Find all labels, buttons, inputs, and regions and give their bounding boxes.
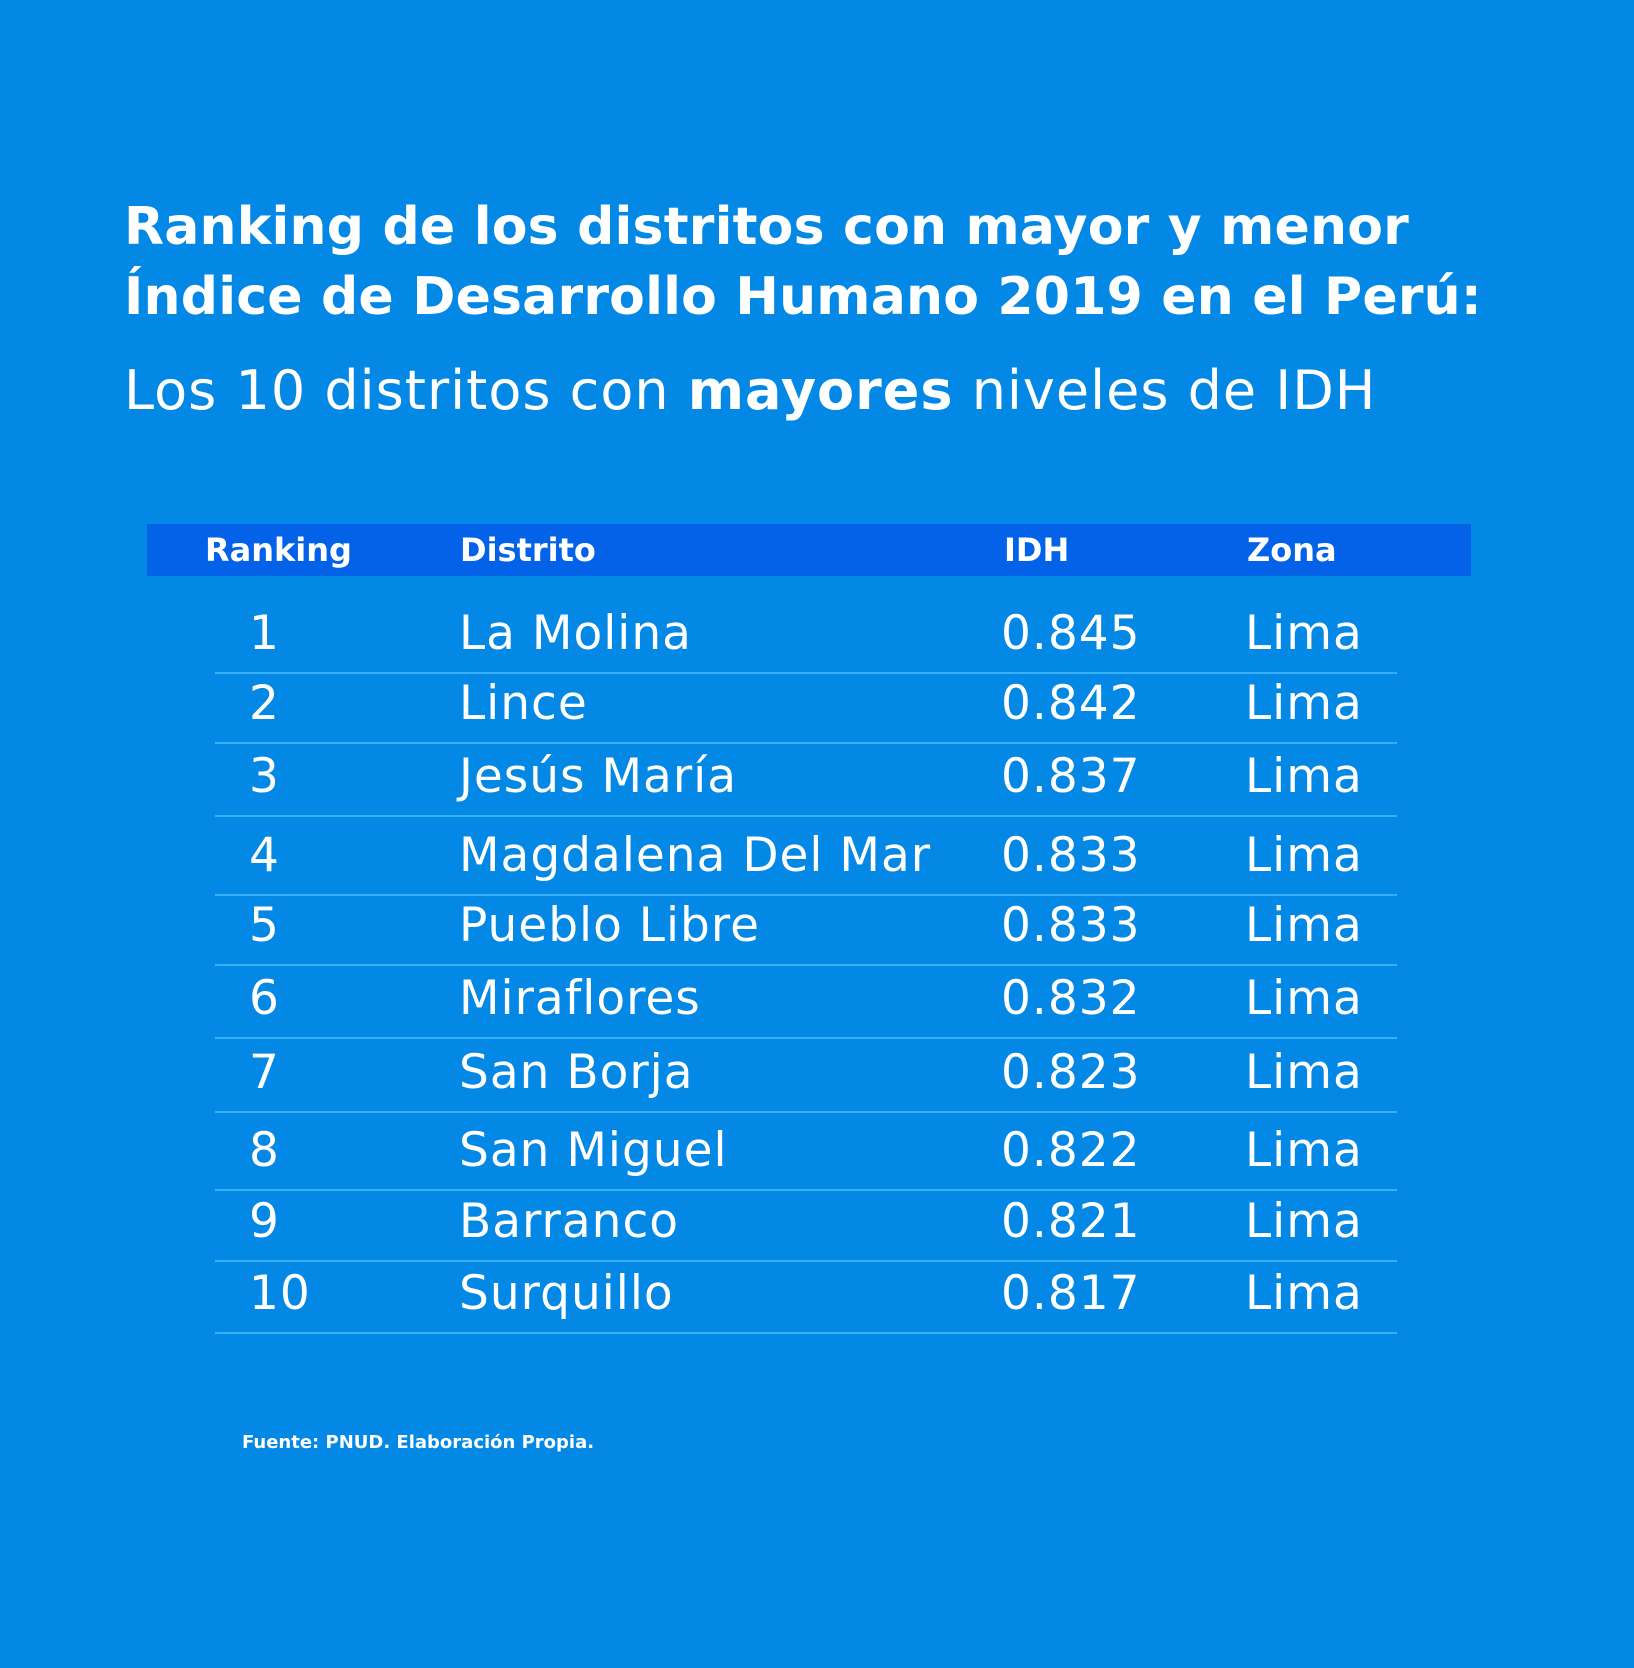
ranking-cell: 3 bbox=[249, 749, 280, 804]
table-header: Ranking Distrito IDH Zona bbox=[147, 524, 1471, 576]
idh-cell: 0.833 bbox=[1001, 898, 1141, 953]
zona-cell: Lima bbox=[1245, 971, 1363, 1026]
column-header-ranking: Ranking bbox=[205, 531, 352, 569]
distrito-cell: Pueblo Libre bbox=[459, 898, 761, 953]
distrito-cell: Magdalena Del Mar bbox=[459, 828, 932, 883]
table-row: 9 Barranco 0.821 Lima bbox=[215, 1189, 1397, 1262]
zona-cell: Lima bbox=[1245, 1045, 1363, 1100]
table-row: 1 La Molina 0.845 Lima bbox=[215, 594, 1397, 674]
ranking-cell: 6 bbox=[249, 971, 280, 1026]
idh-cell: 0.845 bbox=[1001, 606, 1141, 661]
column-header-distrito: Distrito bbox=[460, 531, 596, 569]
zona-cell: Lima bbox=[1245, 898, 1363, 953]
idh-cell: 0.821 bbox=[1001, 1194, 1141, 1249]
distrito-cell: Miraflores bbox=[459, 971, 701, 1026]
idh-cell: 0.837 bbox=[1001, 749, 1141, 804]
distrito-cell: Barranco bbox=[459, 1194, 680, 1249]
source-note: Fuente: PNUD. Elaboración Propia. bbox=[242, 1432, 595, 1453]
ranking-cell: 4 bbox=[249, 828, 280, 883]
table-row: 7 San Borja 0.823 Lima bbox=[215, 1037, 1397, 1113]
table-row: 2 Lince 0.842 Lima bbox=[215, 672, 1397, 744]
table-row: 5 Pueblo Libre 0.833 Lima bbox=[215, 894, 1397, 966]
zona-cell: Lima bbox=[1245, 828, 1363, 883]
zona-cell: Lima bbox=[1245, 1266, 1363, 1321]
subtitle-before: Los 10 distritos con bbox=[124, 359, 688, 422]
idh-cell: 0.832 bbox=[1001, 971, 1141, 1026]
ranking-cell: 10 bbox=[249, 1266, 311, 1321]
table-row: 4 Magdalena Del Mar 0.833 Lima bbox=[215, 815, 1397, 896]
zona-cell: Lima bbox=[1245, 1194, 1363, 1249]
table-row: 8 San Miguel 0.822 Lima bbox=[215, 1111, 1397, 1191]
ranking-cell: 1 bbox=[249, 606, 280, 661]
idh-cell: 0.822 bbox=[1001, 1123, 1141, 1178]
page-subtitle: Los 10 distritos con mayores niveles de … bbox=[124, 356, 1376, 426]
ranking-cell: 2 bbox=[249, 676, 280, 731]
table-row: 10 Surquillo 0.817 Lima bbox=[215, 1260, 1397, 1334]
zona-cell: Lima bbox=[1245, 676, 1363, 731]
subtitle-after: niveles de IDH bbox=[953, 359, 1377, 422]
zona-cell: Lima bbox=[1245, 606, 1363, 661]
distrito-cell: Surquillo bbox=[459, 1266, 674, 1321]
distrito-cell: San Miguel bbox=[459, 1123, 728, 1178]
zona-cell: Lima bbox=[1245, 1123, 1363, 1178]
idh-cell: 0.833 bbox=[1001, 828, 1141, 883]
distrito-cell: Lince bbox=[459, 676, 588, 731]
zona-cell: Lima bbox=[1245, 749, 1363, 804]
distrito-cell: Jesús María bbox=[459, 749, 738, 804]
ranking-cell: 9 bbox=[249, 1194, 280, 1249]
ranking-cell: 7 bbox=[249, 1045, 280, 1100]
subtitle-bold: mayores bbox=[687, 359, 954, 422]
idh-cell: 0.823 bbox=[1001, 1045, 1141, 1100]
table-row: 6 Miraflores 0.832 Lima bbox=[215, 964, 1397, 1039]
column-header-idh: IDH bbox=[1004, 531, 1070, 569]
idh-cell: 0.817 bbox=[1001, 1266, 1141, 1321]
column-header-zona: Zona bbox=[1247, 531, 1337, 569]
ranking-cell: 5 bbox=[249, 898, 280, 953]
title-line-1: Ranking de los distritos con mayor y men… bbox=[124, 197, 1410, 257]
distrito-cell: La Molina bbox=[459, 606, 692, 661]
table-row: 3 Jesús María 0.837 Lima bbox=[215, 742, 1397, 817]
idh-cell: 0.842 bbox=[1001, 676, 1141, 731]
distrito-cell: San Borja bbox=[459, 1045, 694, 1100]
ranking-cell: 8 bbox=[249, 1123, 280, 1178]
page-title: Ranking de los distritos con mayor y men… bbox=[124, 192, 1524, 332]
title-line-2: Índice de Desarrollo Humano 2019 en el P… bbox=[124, 267, 1482, 327]
